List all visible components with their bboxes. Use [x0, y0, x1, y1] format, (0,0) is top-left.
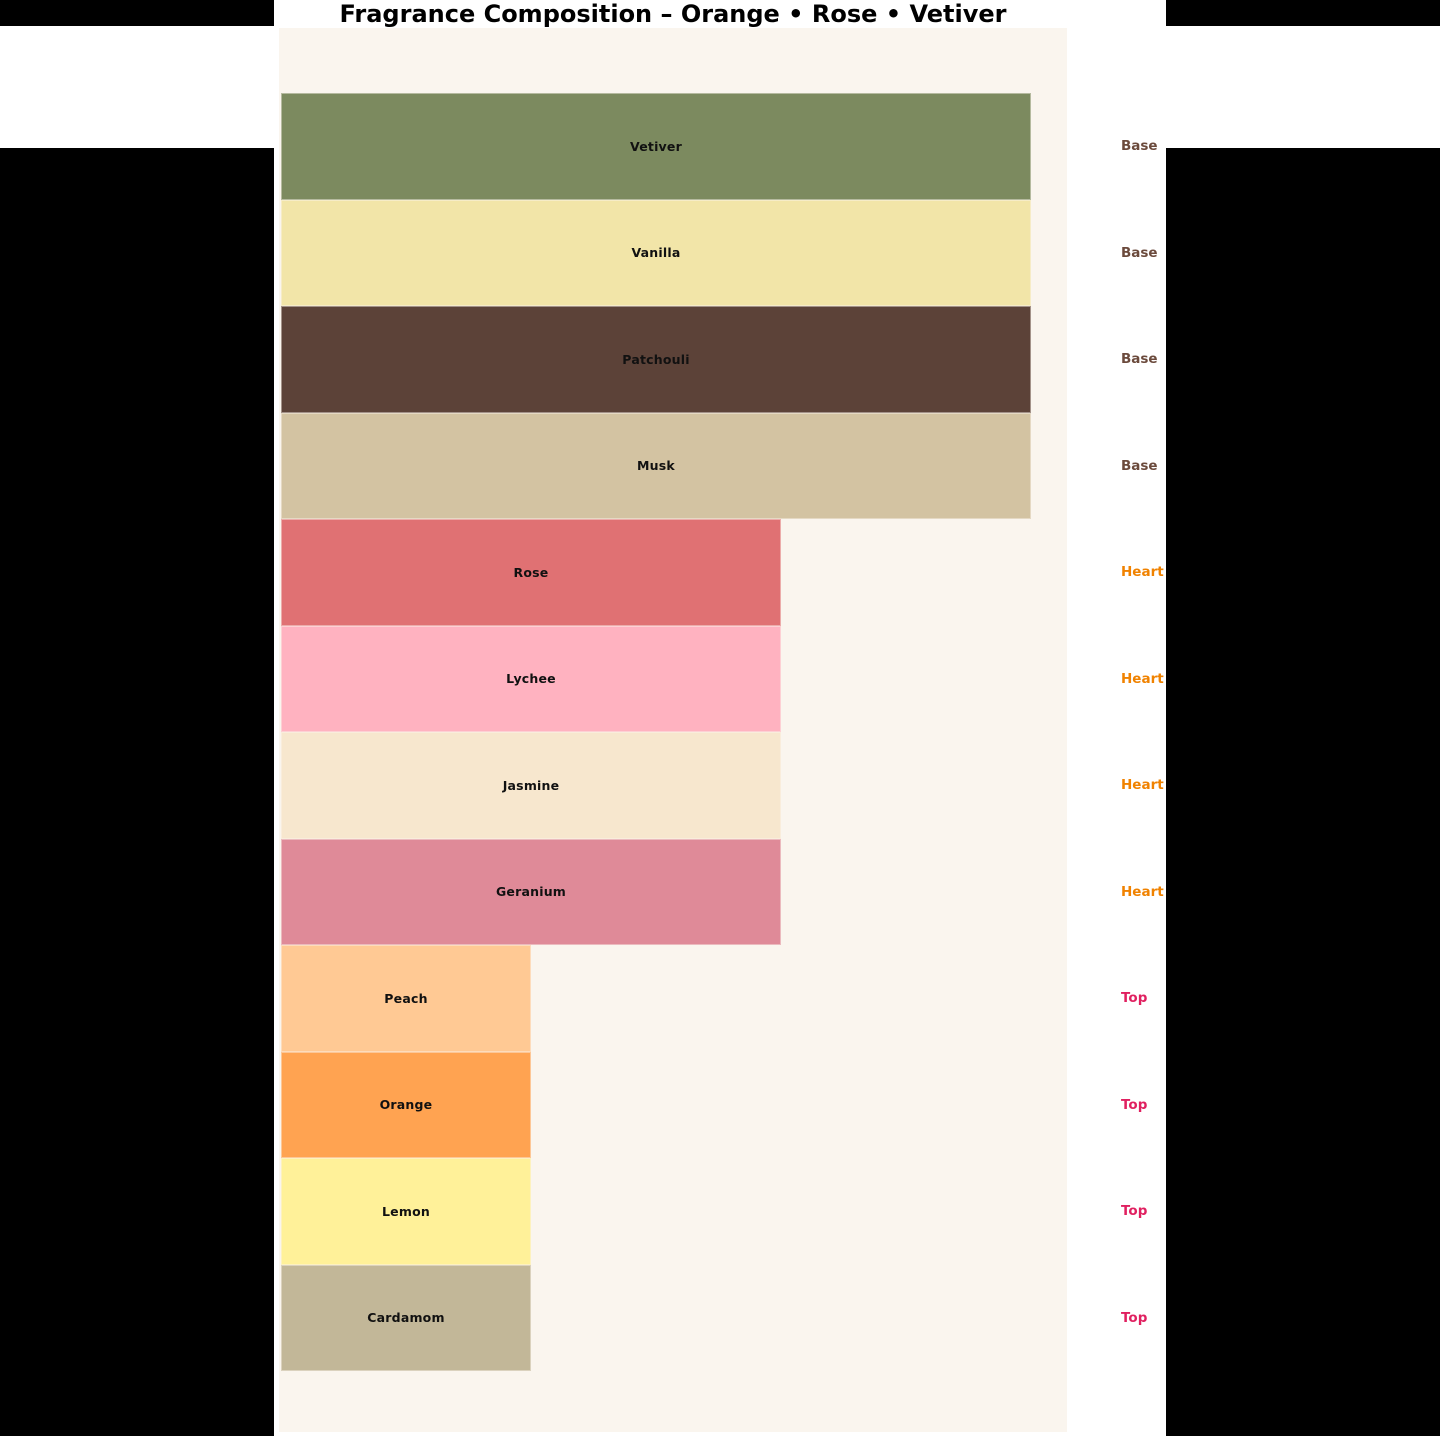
group-label-10-top: Top: [1121, 1203, 1148, 1220]
group-label-9-top: Top: [1121, 1096, 1148, 1113]
bar-label-cardamom: Cardamom: [367, 1310, 445, 1326]
bar-label-musk: Musk: [637, 458, 675, 474]
bar-label-jasmine: Jasmine: [502, 777, 560, 793]
bar-label-peach: Peach: [384, 990, 428, 1006]
bottom-strip: [0, 1436, 1440, 1440]
bar-lemon: Lemon: [281, 1158, 531, 1265]
bar-orange: Orange: [281, 1051, 531, 1158]
bar-label-vetiver: Vetiver: [630, 138, 682, 154]
group-label-8-top: Top: [1121, 990, 1148, 1007]
bar-label-patchouli: Patchouli: [622, 351, 690, 367]
group-label-3-base: Base: [1121, 457, 1158, 474]
bar-label-lychee: Lychee: [506, 671, 556, 687]
group-label-11-top: Top: [1121, 1309, 1148, 1326]
bar-cardamom: Cardamom: [281, 1264, 531, 1371]
chart-title: Fragrance Composition – Orange • Rose • …: [339, 0, 1007, 28]
group-label-1-base: Base: [1121, 244, 1158, 261]
bar-peach: Peach: [281, 945, 531, 1052]
group-label-4-heart: Heart: [1121, 564, 1164, 581]
bar-label-orange: Orange: [379, 1097, 433, 1113]
plot-area: Vetiver Vanilla Patchouli Musk Rose Lychee Jas…: [279, 28, 1067, 1432]
bar-geranium: Geranium: [281, 838, 781, 945]
group-label-0-base: Base: [1121, 138, 1158, 155]
bar-vetiver: Vetiver: [281, 93, 1031, 200]
bar-rose: Rose: [281, 519, 781, 626]
bar-patchouli: Patchouli: [281, 306, 1031, 413]
bar-jasmine: Jasmine: [281, 732, 781, 839]
group-label-5-heart: Heart: [1121, 670, 1164, 687]
bar-lychee: Lychee: [281, 625, 781, 732]
group-label-6-heart: Heart: [1121, 777, 1164, 794]
bar-label-lemon: Lemon: [382, 1203, 430, 1219]
bar-label-rose: Rose: [513, 564, 549, 580]
group-label-2-base: Base: [1121, 351, 1158, 368]
group-label-7-heart: Heart: [1121, 883, 1164, 900]
bar-musk: Musk: [281, 412, 1031, 519]
bar-vanilla: Vanilla: [281, 199, 1031, 306]
bar-label-vanilla: Vanilla: [631, 245, 681, 261]
bar-label-geranium: Geranium: [495, 884, 567, 900]
